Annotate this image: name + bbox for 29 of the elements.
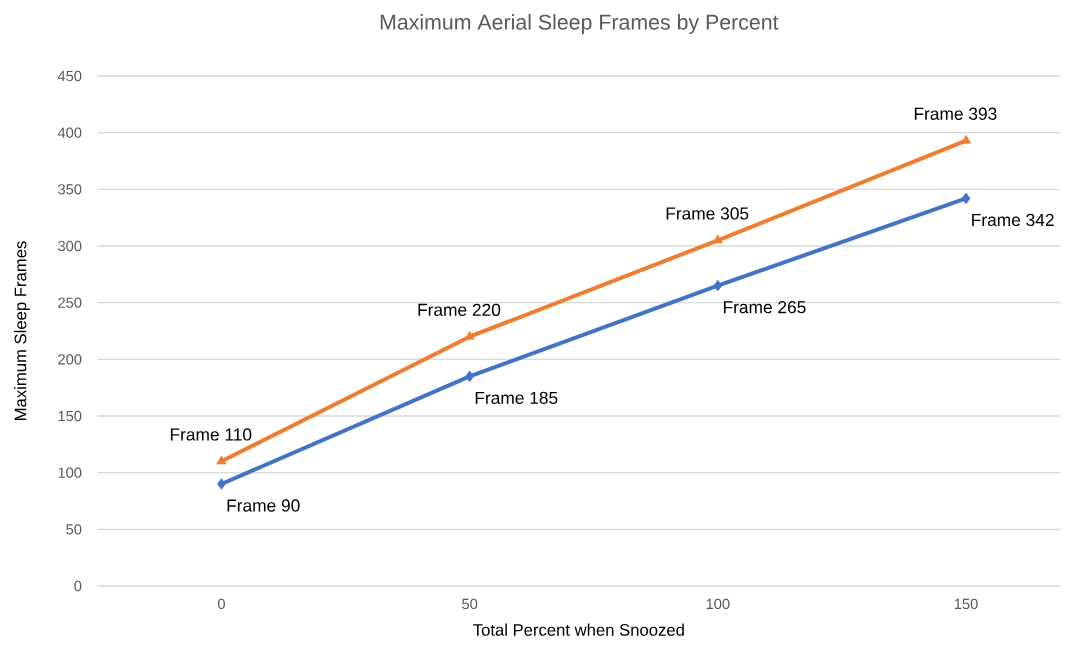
- y-tick-label: 350: [58, 184, 82, 195]
- y-tick-label: 400: [57, 127, 82, 138]
- x-tick-label: 150: [954, 598, 978, 610]
- point: [217, 478, 226, 490]
- data-label: Frame 265: [723, 301, 806, 314]
- data-label: Frame 220: [418, 303, 501, 316]
- data-label: Frame 110: [170, 428, 252, 441]
- y-axis-title: Maximum Sleep Frames: [14, 241, 30, 420]
- y-tick-label: 450: [57, 70, 82, 82]
- data-label: Frame 305: [666, 207, 749, 220]
- y-tick-label: 200: [58, 354, 82, 365]
- x-tick-label: 0: [217, 598, 225, 610]
- x-tick-label: 50: [462, 598, 478, 610]
- x-tick-label: 100: [706, 598, 730, 610]
- data-label: Frame 185: [475, 391, 558, 404]
- point: [961, 192, 971, 205]
- chart-title: Maximum Aerial Sleep Frames by Percent: [380, 14, 779, 34]
- y-tick-label: 250: [58, 297, 82, 308]
- data-label: Frame 393: [914, 107, 997, 120]
- y-tick-label: 300: [58, 240, 82, 252]
- point: [216, 455, 227, 465]
- x-axis-title: Total Percent when Snoozed: [473, 623, 684, 636]
- point: [713, 280, 723, 292]
- data-label: Frame 90: [227, 499, 300, 512]
- data-label: Frame 342: [972, 213, 1054, 227]
- y-tick-label: 100: [58, 467, 82, 478]
- y-tick-label: 150: [58, 410, 82, 422]
- y-tick-label: 50: [66, 524, 82, 535]
- y-tick-label: 0: [74, 580, 82, 592]
